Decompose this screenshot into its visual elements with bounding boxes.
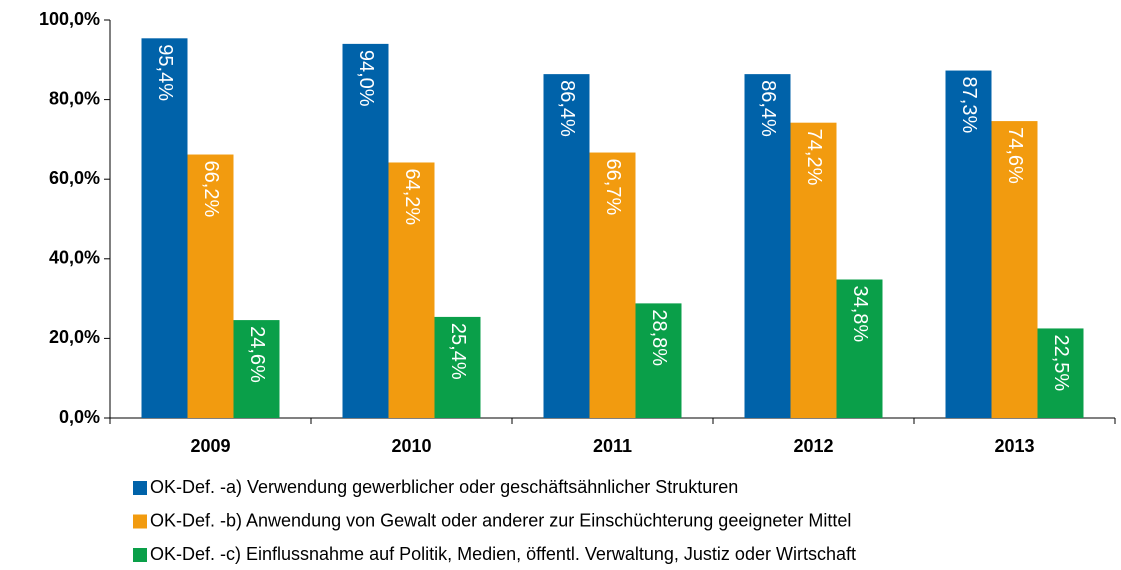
bar bbox=[1037, 328, 1084, 418]
bar bbox=[388, 162, 435, 418]
value-label: 95,4% bbox=[154, 44, 176, 101]
bar bbox=[790, 122, 837, 419]
legend-label: OK-Def. -c) Einflussnahme auf Politik, M… bbox=[150, 544, 856, 564]
value-label: 94,0% bbox=[355, 50, 377, 107]
legend-label: OK-Def. -a) Verwendung gewerblicher oder… bbox=[150, 477, 738, 497]
value-label: 34,8% bbox=[849, 285, 871, 342]
y-tick-label: 40,0% bbox=[49, 248, 100, 268]
value-label: 86,4% bbox=[556, 80, 578, 137]
value-label: 74,6% bbox=[1004, 127, 1026, 184]
value-label: 74,2% bbox=[803, 129, 825, 186]
bar bbox=[543, 74, 590, 419]
legend-swatch bbox=[133, 514, 147, 529]
bar bbox=[991, 121, 1038, 418]
value-label: 24,6% bbox=[246, 326, 268, 383]
bar bbox=[233, 320, 280, 418]
x-tick-label: 2012 bbox=[793, 436, 833, 456]
value-label: 64,2% bbox=[401, 168, 423, 225]
bar bbox=[141, 38, 188, 419]
value-label: 86,4% bbox=[757, 80, 779, 137]
bar bbox=[836, 279, 883, 418]
y-tick-label: 100,0% bbox=[39, 9, 100, 29]
y-tick-label: 0,0% bbox=[59, 407, 100, 427]
y-tick-label: 60,0% bbox=[49, 168, 100, 188]
bar bbox=[342, 43, 389, 418]
bar bbox=[945, 70, 992, 419]
legend-swatch bbox=[133, 481, 147, 495]
x-tick-label: 2013 bbox=[994, 436, 1034, 456]
y-tick-label: 20,0% bbox=[49, 327, 100, 347]
value-label: 22,5% bbox=[1050, 334, 1072, 391]
legend-swatch bbox=[133, 548, 147, 562]
bar bbox=[635, 303, 682, 418]
bar bbox=[187, 154, 234, 419]
y-tick-label: 80,0% bbox=[49, 88, 100, 108]
value-label: 66,7% bbox=[602, 159, 624, 216]
value-label: 87,3% bbox=[958, 77, 980, 134]
legend-label: OK-Def. -b) Anwendung von Gewalt oder an… bbox=[150, 510, 851, 530]
bar bbox=[744, 74, 791, 419]
bar bbox=[434, 316, 481, 418]
x-tick-label: 2011 bbox=[593, 436, 632, 456]
value-label: 28,8% bbox=[648, 309, 670, 366]
x-tick-label: 2009 bbox=[190, 436, 230, 456]
bar bbox=[589, 152, 636, 418]
x-tick-label: 2010 bbox=[391, 436, 431, 456]
value-label: 66,2% bbox=[200, 161, 222, 218]
value-label: 25,4% bbox=[447, 323, 469, 380]
